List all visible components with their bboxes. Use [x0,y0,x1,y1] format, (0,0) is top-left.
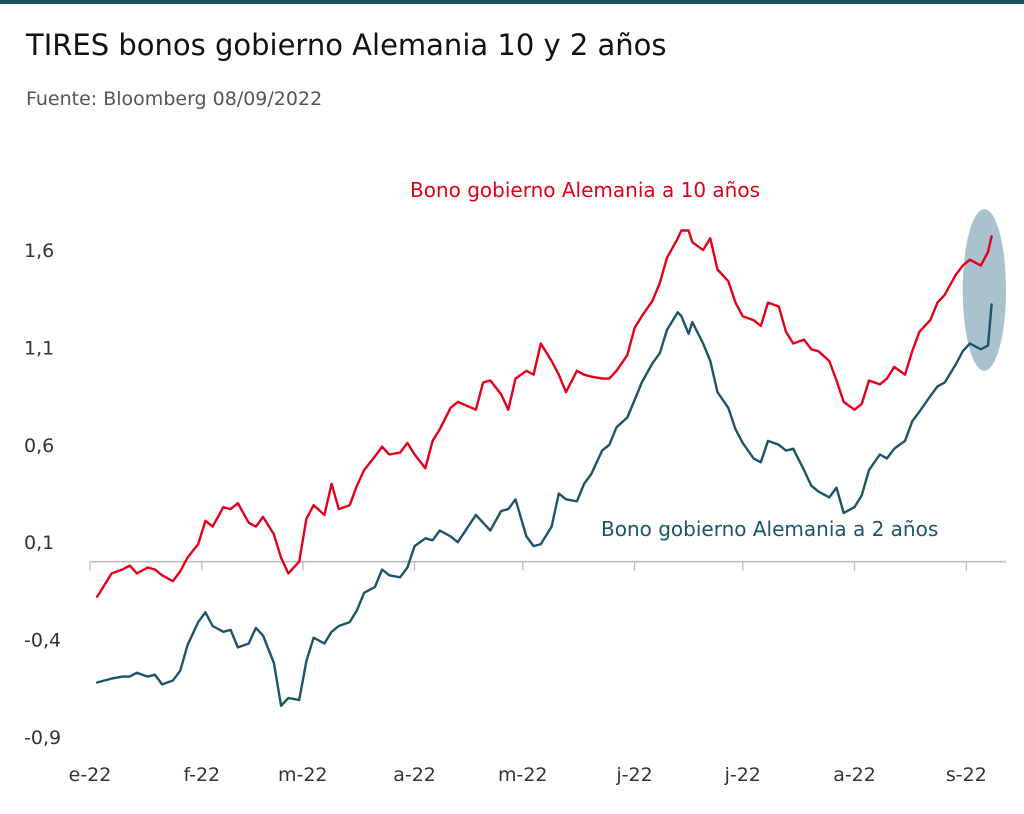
series-label-2y: Bono gobierno Alemania a 2 años [601,517,938,541]
x-tick-label: j-22 [615,764,652,786]
x-tick-label: j-22 [724,764,761,786]
x-tick-label: m-22 [498,764,548,786]
series-line-2y [95,303,993,707]
y-tick-label: 0,1 [24,532,54,554]
chart-source: Fuente: Bloomberg 08/09/2022 [26,88,323,110]
x-tick-label: f-22 [183,764,220,786]
y-tick-label: 1,1 [24,337,54,359]
x-tick-label: m-22 [278,764,328,786]
x-tick-label: e-22 [69,764,112,786]
x-tick-label: s-22 [946,764,987,786]
chart-title: TIRES bonos gobierno Alemania 10 y 2 año… [26,28,667,62]
highlight-ellipse [962,209,1006,371]
y-tick-label: -0,4 [24,630,61,652]
x-tick-label: a-22 [833,764,876,786]
top-accent-bar [0,0,1024,4]
series-label-10y: Bono gobierno Alemania a 10 años [410,178,760,202]
y-tick-label: 1,6 [24,240,54,262]
series-line-10y [95,229,993,598]
y-tick-label: -0,9 [24,727,61,749]
x-tick-label: a-22 [393,764,436,786]
y-tick-label: 0,6 [24,435,54,457]
